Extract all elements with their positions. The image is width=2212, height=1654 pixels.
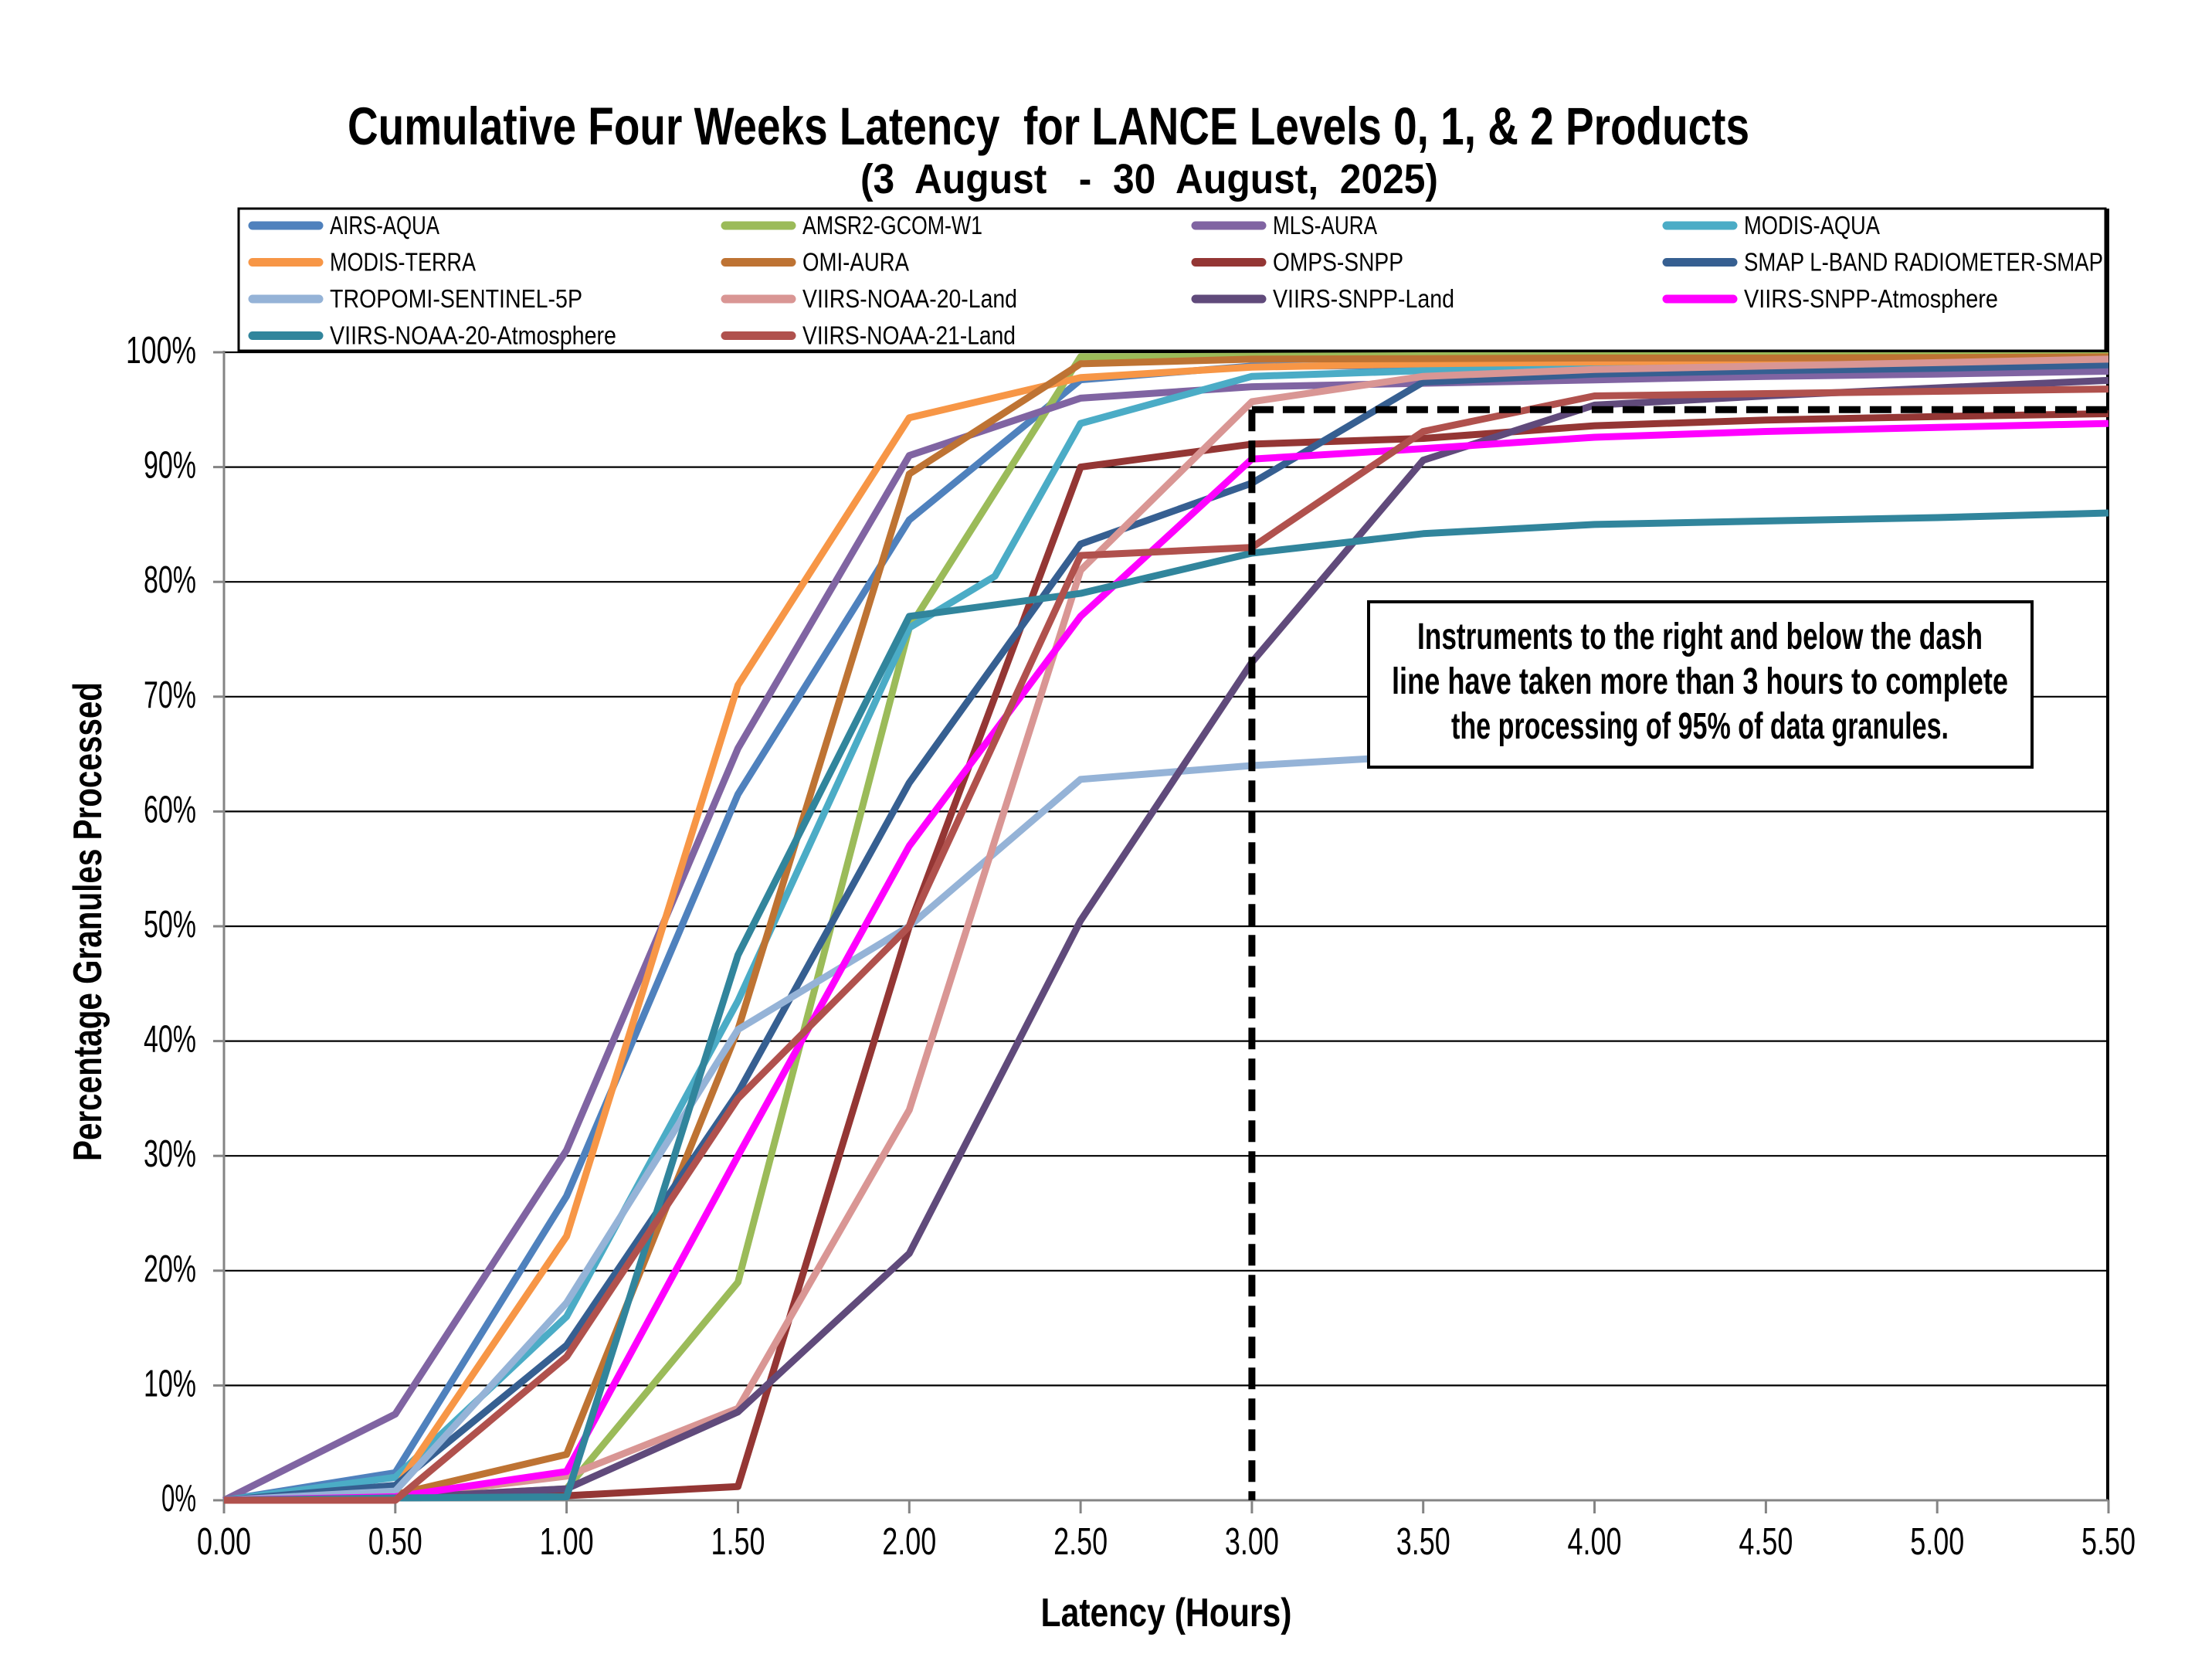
svg-text:30%: 30% <box>144 1134 196 1176</box>
svg-text:10%: 10% <box>144 1364 196 1405</box>
svg-text:the processing of 95% of data: the processing of 95% of data granules. <box>1451 705 1949 748</box>
svg-text:VIIRS-SNPP-Land: VIIRS-SNPP-Land <box>1273 284 1454 313</box>
svg-text:2.50: 2.50 <box>1053 1521 1108 1563</box>
svg-text:VIIRS-NOAA-20-Atmosphere: VIIRS-NOAA-20-Atmosphere <box>330 321 616 350</box>
svg-text:20%: 20% <box>144 1248 196 1290</box>
svg-text:TROPOMI-SENTINEL-5P: TROPOMI-SENTINEL-5P <box>330 284 582 313</box>
svg-text:VIIRS-SNPP-Atmosphere: VIIRS-SNPP-Atmosphere <box>1744 284 1998 313</box>
svg-text:OMPS-SNPP: OMPS-SNPP <box>1273 248 1403 277</box>
svg-text:line have taken more than 3 ho: line have taken more than 3 hours to com… <box>1392 661 2008 703</box>
svg-text:AMSR2-GCOM-W1: AMSR2-GCOM-W1 <box>802 211 982 239</box>
svg-text:MLS-AURA: MLS-AURA <box>1273 211 1377 239</box>
svg-text:VIIRS-NOAA-20-Land: VIIRS-NOAA-20-Land <box>802 284 1017 313</box>
svg-text:5.50: 5.50 <box>2081 1521 2136 1563</box>
svg-text:40%: 40% <box>144 1019 196 1061</box>
svg-text:VIIRS-NOAA-21-Land: VIIRS-NOAA-21-Land <box>802 321 1016 350</box>
svg-text:2.00: 2.00 <box>882 1521 936 1563</box>
svg-text:100%: 100% <box>126 330 196 372</box>
svg-text:3.00: 3.00 <box>1225 1521 1279 1563</box>
svg-text:70%: 70% <box>144 674 196 716</box>
svg-text:(3 August - 30 August, 2: (3 August - 30 August, 2025) <box>860 156 1438 202</box>
svg-text:Latency (Hours): Latency (Hours) <box>1041 1590 1292 1635</box>
svg-text:1.50: 1.50 <box>711 1521 765 1563</box>
svg-text:0.50: 0.50 <box>368 1521 422 1563</box>
svg-text:80%: 80% <box>144 560 196 602</box>
svg-text:4.50: 4.50 <box>1739 1521 1793 1563</box>
svg-text:SMAP L-BAND RADIOMETER-SMAP: SMAP L-BAND RADIOMETER-SMAP <box>1744 248 2103 277</box>
svg-text:MODIS-AQUA: MODIS-AQUA <box>1744 211 1880 239</box>
svg-text:OMI-AURA: OMI-AURA <box>802 248 909 277</box>
svg-text:0.00: 0.00 <box>197 1521 251 1563</box>
svg-text:MODIS-TERRA: MODIS-TERRA <box>330 248 476 277</box>
svg-text:1.00: 1.00 <box>540 1521 594 1563</box>
svg-text:Cumulative Four Weeks Latency: Cumulative Four Weeks Latency for LANCE … <box>348 96 1749 156</box>
svg-text:90%: 90% <box>144 445 196 487</box>
svg-text:5.00: 5.00 <box>1910 1521 1964 1563</box>
svg-text:Percentage Granules Processed: Percentage Granules Processed <box>65 682 110 1161</box>
svg-text:AIRS-AQUA: AIRS-AQUA <box>330 211 439 239</box>
svg-text:50%: 50% <box>144 904 196 946</box>
svg-text:3.50: 3.50 <box>1396 1521 1450 1563</box>
svg-text:4.00: 4.00 <box>1568 1521 1622 1563</box>
svg-text:Instruments to the right and b: Instruments to the right and below the d… <box>1417 616 1983 658</box>
svg-text:0%: 0% <box>161 1478 196 1520</box>
svg-text:60%: 60% <box>144 790 196 831</box>
